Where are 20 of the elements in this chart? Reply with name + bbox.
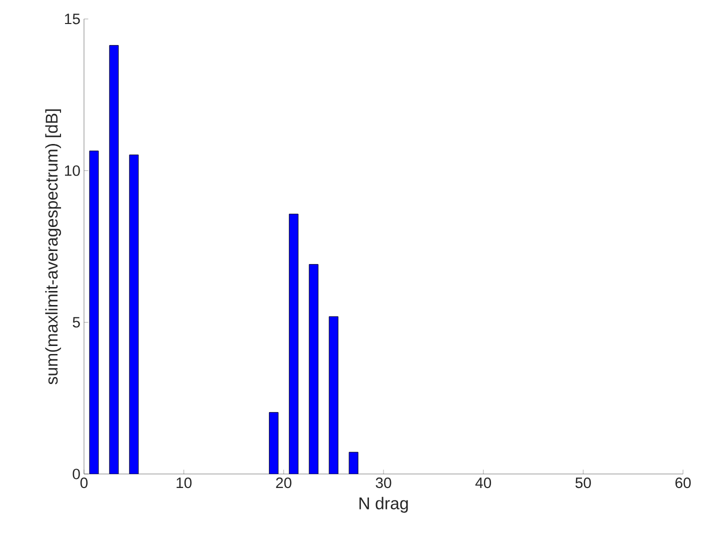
x-tick-label: 20 (276, 478, 292, 488)
y-tick-label: 0 (72, 468, 80, 480)
bar (308, 264, 318, 474)
bar (328, 316, 338, 474)
x-tick-label: 40 (475, 478, 492, 488)
y-tick-label: 5 (72, 317, 80, 328)
y-tick-label: 15 (65, 14, 80, 24)
bar (348, 452, 358, 474)
x-tick-label: 30 (376, 478, 392, 488)
bar (109, 45, 119, 474)
y-axis-title: sum(maxlimit-averagespectrum) [dB] (45, 109, 62, 384)
x-tick-label: 50 (575, 478, 591, 488)
x-axis-title: N drag (359, 496, 408, 513)
bar (268, 412, 278, 474)
x-tick-label: 0 (80, 478, 88, 488)
x-tick-label: 10 (176, 478, 192, 488)
y-tick-label: 10 (65, 165, 80, 176)
bar (288, 214, 298, 474)
bar (129, 154, 139, 474)
x-tick-label: 60 (675, 478, 691, 488)
